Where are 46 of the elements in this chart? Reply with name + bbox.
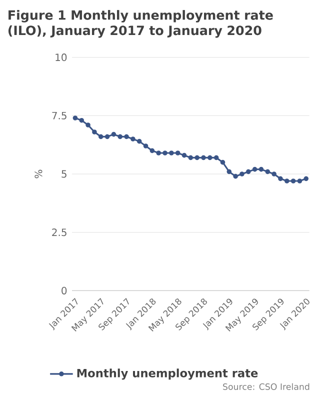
legend-label: Monthly unemployment rate: [77, 368, 258, 380]
source-note: Source: CSO Ireland: [223, 383, 310, 390]
point: [182, 152, 187, 158]
point: [240, 172, 244, 176]
point: [72, 116, 78, 120]
point: [272, 172, 276, 176]
point: [258, 166, 264, 172]
point: [175, 150, 180, 156]
point: [290, 178, 296, 184]
point: [246, 169, 251, 174]
point: [284, 178, 290, 184]
point: [118, 134, 123, 140]
y-tick-label: 0: [62, 286, 67, 294]
chart-title: Figure 1 Monthly unemployment rate (ILO), January 2017 to January 2020: [8, 10, 273, 38]
point: [297, 178, 302, 184]
y-tick-label: 7.5: [52, 112, 66, 120]
point: [201, 155, 206, 160]
point: [214, 155, 219, 160]
point: [150, 148, 155, 154]
point: [143, 144, 148, 148]
point: [194, 155, 200, 160]
point: [220, 160, 226, 165]
point: [208, 155, 212, 160]
point: [278, 176, 283, 182]
point: [226, 169, 232, 174]
point: [252, 166, 258, 172]
point: [86, 122, 90, 128]
y-tick-label: 10: [56, 54, 67, 62]
point: [124, 134, 129, 140]
point: [188, 155, 194, 160]
point: [233, 174, 238, 179]
y-tick-label: 5: [62, 170, 66, 178]
point: [136, 138, 142, 144]
point: [104, 134, 110, 140]
point: [169, 150, 174, 156]
y-axis-title: %: [34, 170, 42, 178]
point: [156, 150, 161, 156]
y-tick-label: 2.5: [52, 228, 66, 236]
point: [98, 134, 104, 140]
point: [92, 130, 97, 134]
point: [130, 136, 136, 142]
point: [304, 176, 309, 182]
point: [265, 169, 270, 174]
point: [162, 150, 168, 156]
point: [111, 132, 116, 137]
point: [79, 118, 84, 123]
